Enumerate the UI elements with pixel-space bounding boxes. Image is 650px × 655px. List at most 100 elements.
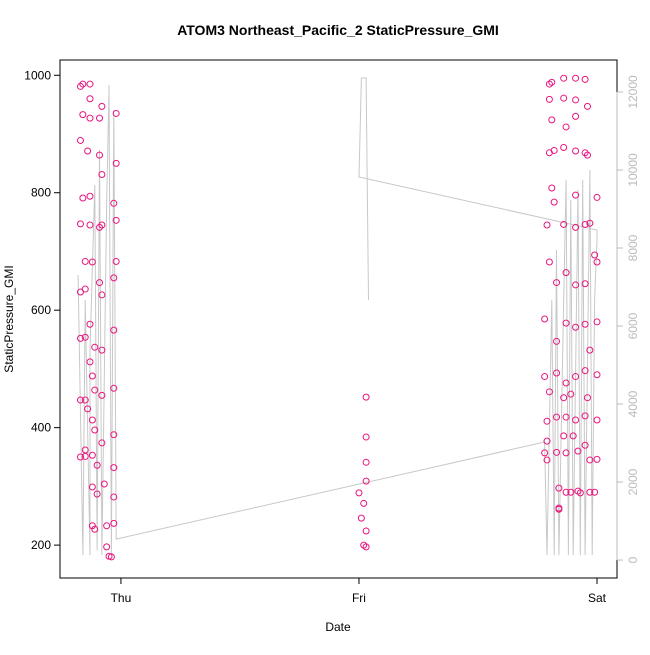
data-point (98, 221, 106, 229)
data-point (560, 220, 568, 228)
data-point (583, 394, 591, 402)
data-point (576, 489, 584, 497)
data-point (586, 219, 594, 227)
data-point (572, 416, 580, 424)
data-point (112, 159, 120, 167)
data-point (96, 114, 104, 122)
data-point (581, 149, 589, 157)
data-point (110, 199, 118, 207)
data-point (562, 379, 570, 387)
data-point (91, 426, 99, 434)
data-point (76, 334, 84, 342)
data-point (112, 257, 120, 265)
data-point (76, 396, 84, 404)
data-point (572, 112, 580, 120)
data-point (357, 514, 365, 522)
data-point (86, 221, 94, 229)
y-axis-label: StaticPressure_GMI (2, 265, 16, 372)
data-point (545, 388, 553, 396)
data-point (91, 386, 99, 394)
data-point (560, 432, 568, 440)
data-point (569, 432, 577, 440)
data-point (548, 78, 556, 86)
data-point (110, 326, 118, 334)
data-point (107, 553, 115, 561)
data-point (541, 373, 549, 381)
y-tick-label: 800 (31, 186, 51, 200)
data-point (88, 483, 96, 491)
x-tick-label: Fri (352, 591, 366, 605)
data-point (86, 114, 94, 122)
data-point (562, 413, 570, 421)
data-point (98, 346, 106, 354)
data-point (360, 499, 368, 507)
chart-title: ATOM3 Northeast_Pacific_2 StaticPressure… (177, 22, 499, 38)
data-point (98, 171, 106, 179)
data-point (550, 146, 558, 154)
data-point (572, 96, 580, 104)
data-point (86, 95, 94, 103)
data-point (362, 393, 370, 401)
data-point (88, 416, 96, 424)
data-point (96, 279, 104, 287)
data-point (76, 288, 84, 296)
data-point (572, 223, 580, 231)
data-point (543, 417, 551, 425)
data-point (88, 522, 96, 530)
data-point (103, 522, 111, 530)
data-point (110, 274, 118, 282)
y2-tick-label: 12000 (626, 75, 640, 109)
data-point (355, 489, 363, 497)
y2-tick-label: 0 (626, 556, 640, 563)
data-point (362, 527, 370, 535)
data-point (84, 147, 92, 155)
y-tick-label: 600 (31, 303, 51, 317)
data-point (545, 258, 553, 266)
data-point (560, 94, 568, 102)
data-point (541, 315, 549, 323)
data-point (562, 488, 570, 496)
x-tick-label: Sat (588, 591, 607, 605)
data-point (76, 82, 84, 90)
data-point (553, 448, 561, 456)
data-point (562, 269, 570, 277)
altitude-line (77, 77, 598, 556)
data-point (572, 147, 580, 155)
data-point (583, 102, 591, 110)
data-point (79, 111, 87, 119)
data-point (572, 323, 580, 331)
data-point (548, 116, 556, 124)
data-point (581, 441, 589, 449)
data-point (98, 391, 106, 399)
data-point (572, 74, 580, 82)
data-point (93, 461, 101, 469)
data-point (362, 477, 370, 485)
data-point (586, 456, 594, 464)
data-point (581, 75, 589, 83)
data-point (543, 221, 551, 229)
y2-tick-label: 8000 (626, 234, 640, 261)
data-point (84, 405, 92, 413)
data-point (553, 369, 561, 377)
data-point (76, 136, 84, 144)
data-point (88, 258, 96, 266)
data-point (100, 480, 108, 488)
data-point (591, 251, 599, 259)
y-tick-label: 200 (31, 538, 51, 552)
data-point (572, 373, 580, 381)
data-point (543, 437, 551, 445)
y2-tick-label: 4000 (626, 390, 640, 417)
data-point (93, 490, 101, 498)
data-point (98, 291, 106, 299)
data-point (91, 343, 99, 351)
data-point (553, 279, 561, 287)
data-point (76, 453, 84, 461)
data-point (88, 372, 96, 380)
data-point (560, 394, 568, 402)
data-point (593, 318, 601, 326)
data-point (593, 455, 601, 463)
data-point (555, 484, 563, 492)
data-point (79, 80, 87, 88)
data-point (553, 337, 561, 345)
data-point (362, 433, 370, 441)
